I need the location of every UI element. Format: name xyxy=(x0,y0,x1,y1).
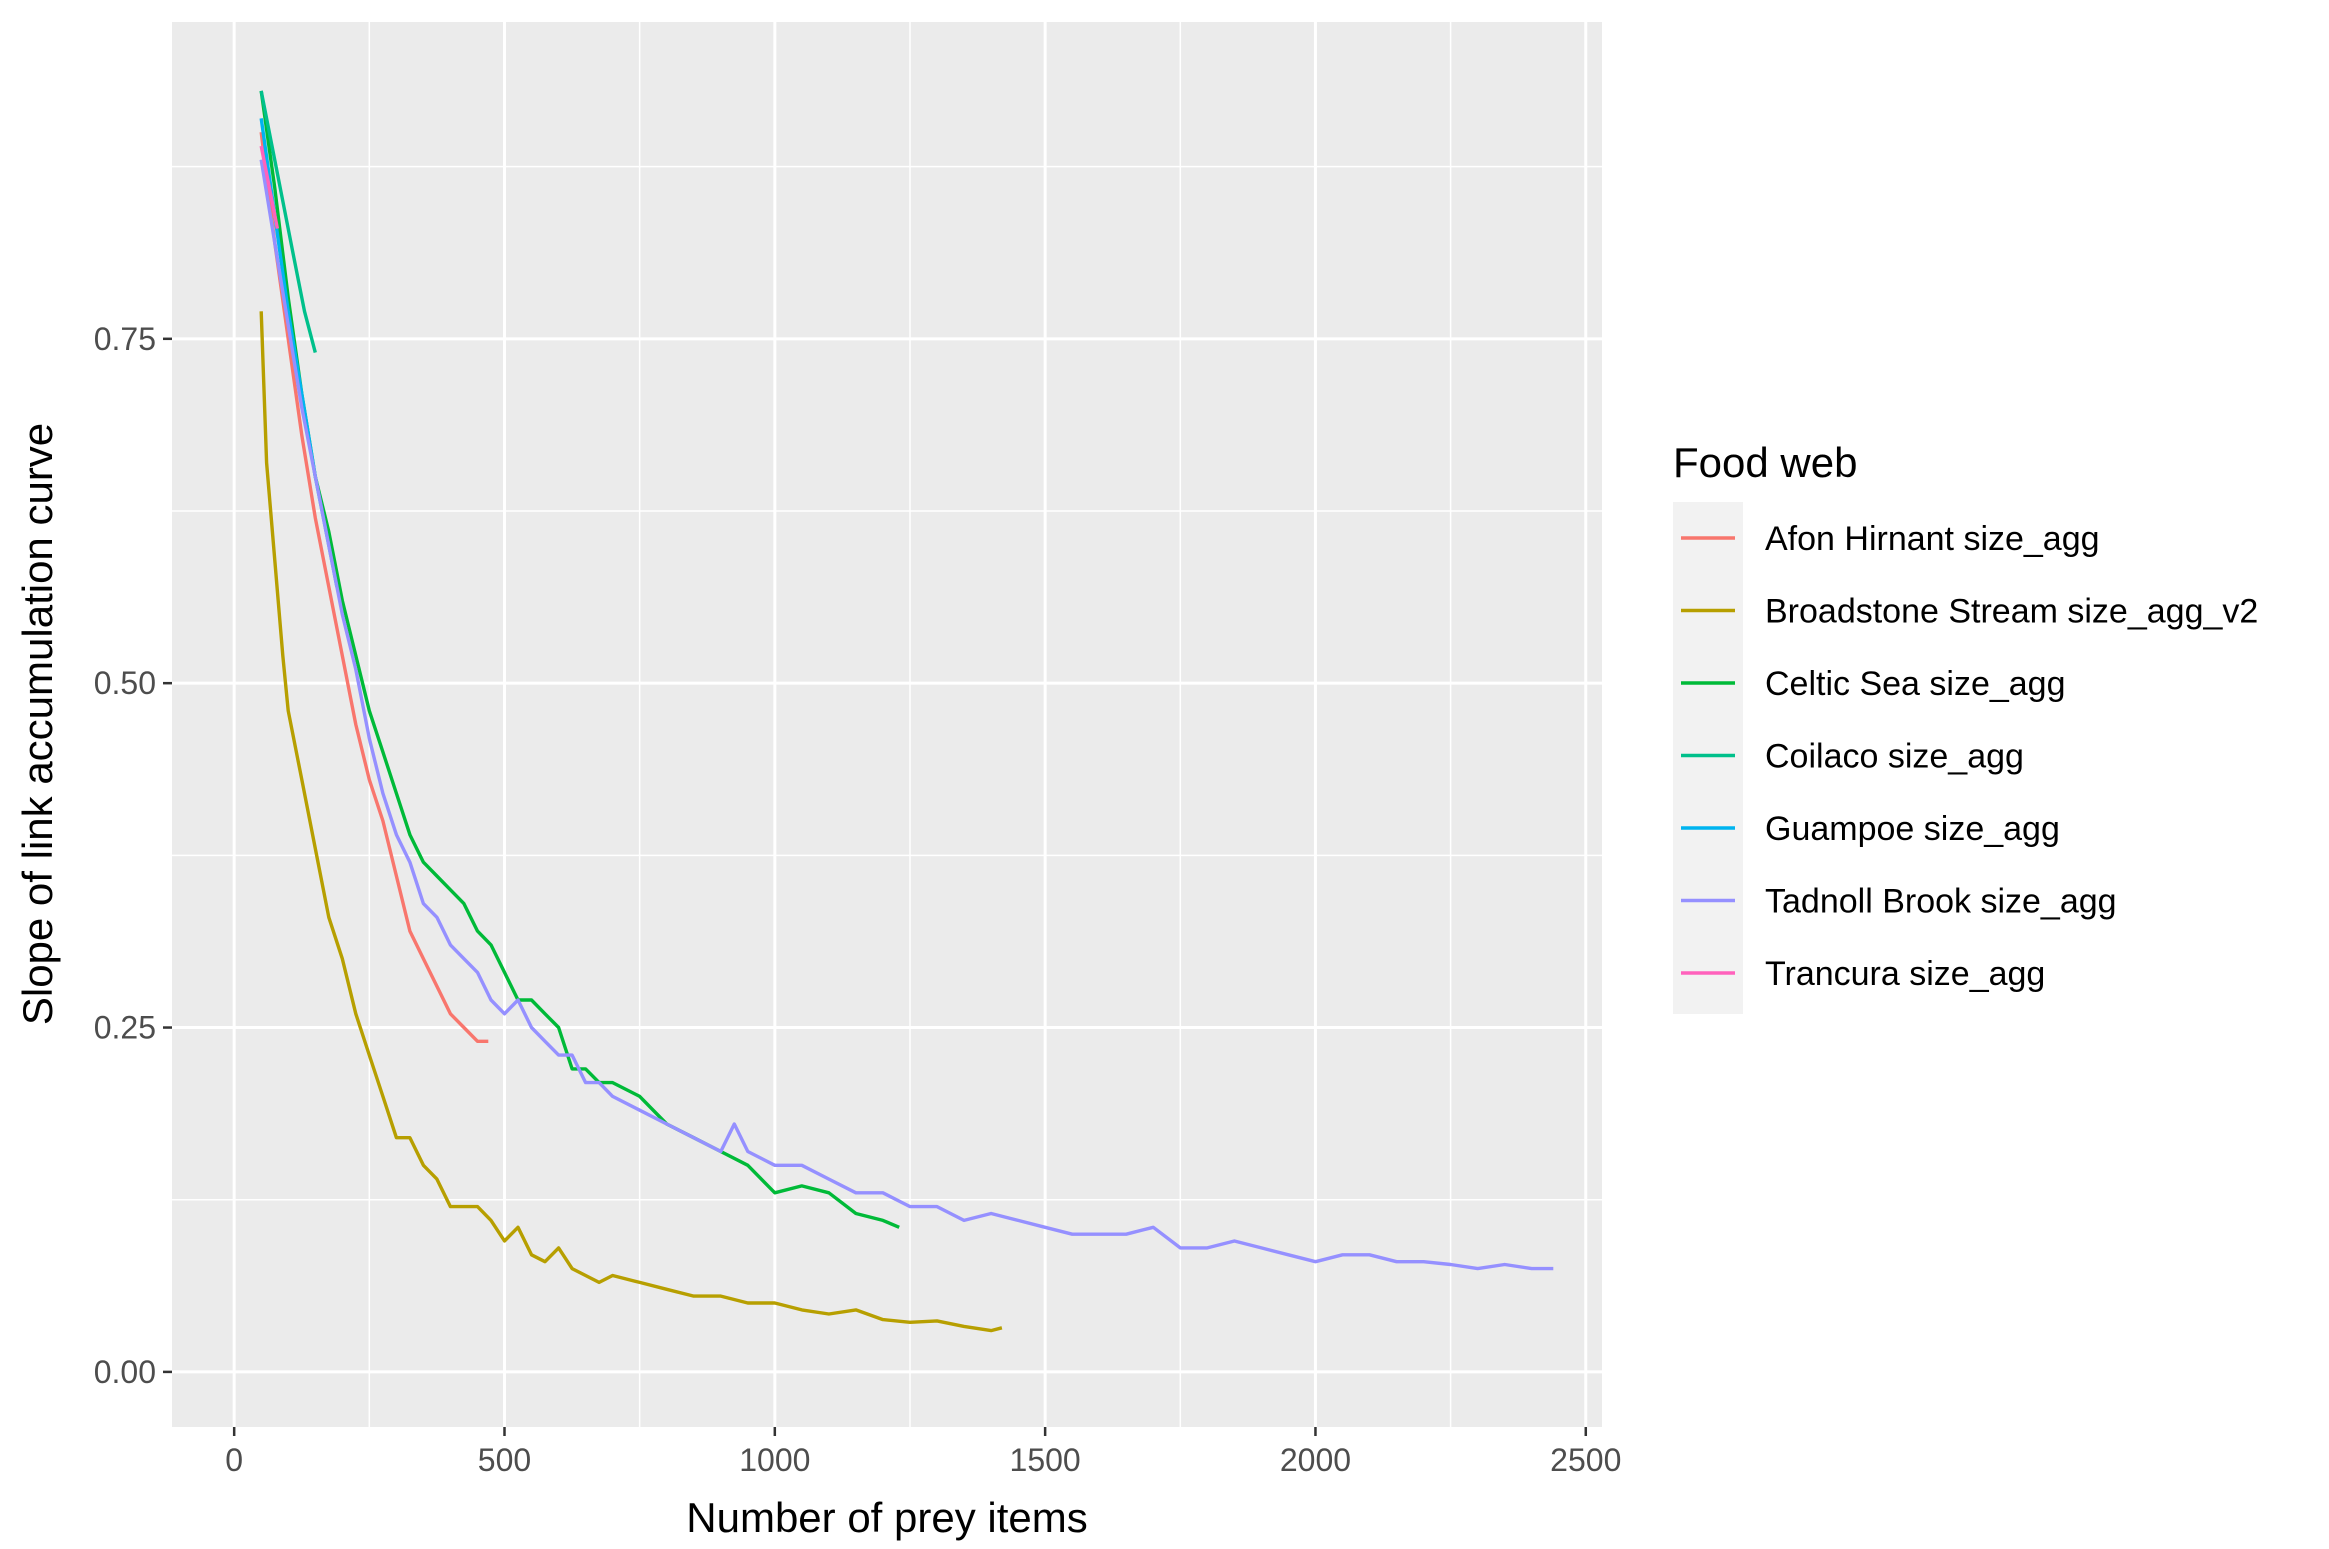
y-axis: 0.00 0.25 0.50 0.75 xyxy=(94,321,172,1390)
minor-gridlines xyxy=(172,22,1602,1427)
legend-label: Tadnoll Brook size_agg xyxy=(1765,883,2117,921)
series-lines xyxy=(259,90,1554,1333)
y-tick-label: 0.75 xyxy=(94,321,156,357)
y-axis-title: Slope of link accumulation curve xyxy=(14,423,61,1025)
legend-label: Coilaco size_agg xyxy=(1765,738,2024,776)
legend-item: Coilaco size_agg xyxy=(1681,738,2024,776)
legend-item: Tadnoll Brook size_agg xyxy=(1681,883,2117,921)
legend-keys-background xyxy=(1673,502,1743,1014)
x-tick-label: 1500 xyxy=(1010,1442,1081,1478)
x-axis-title: Number of prey items xyxy=(686,1494,1087,1541)
x-tick-label: 1000 xyxy=(739,1442,810,1478)
x-axis: 0 500 1000 1500 2000 2500 xyxy=(225,1427,1621,1478)
legend-label: Celtic Sea size_agg xyxy=(1765,665,2066,703)
legend-item: Afon Hirnant size_agg xyxy=(1681,520,2100,558)
legend-item: Broadstone Stream size_agg_v2 xyxy=(1681,593,2258,631)
legend-label: Guampoe size_agg xyxy=(1765,810,2060,848)
legend-item: Guampoe size_agg xyxy=(1681,810,2060,848)
legend-label: Trancura size_agg xyxy=(1765,955,2045,993)
x-tick-label: 2000 xyxy=(1280,1442,1351,1478)
series-line-4 xyxy=(259,90,317,354)
plot-panel xyxy=(172,22,1602,1427)
series-line-6 xyxy=(259,159,1554,1271)
x-tick-label: 2500 xyxy=(1550,1442,1621,1478)
y-tick-label: 0.50 xyxy=(94,665,156,701)
major-gridlines xyxy=(172,22,1602,1427)
series-line-1 xyxy=(259,131,489,1044)
legend-title: Food web xyxy=(1673,439,1857,486)
legend-item: Trancura size_agg xyxy=(1681,955,2045,993)
y-tick-label: 0.25 xyxy=(94,1010,156,1046)
legend-item: Celtic Sea size_agg xyxy=(1681,665,2066,703)
series-line-2 xyxy=(259,311,1003,1333)
x-tick-label: 500 xyxy=(478,1442,531,1478)
y-tick-label: 0.00 xyxy=(94,1354,156,1390)
x-tick-label: 0 xyxy=(225,1442,243,1478)
series-line-7 xyxy=(259,145,280,229)
series-line-3 xyxy=(259,90,900,1229)
legend-items: Afon Hirnant size_agg Broadstone Stream s… xyxy=(1681,520,2258,993)
legend: Food web Afon Hirnant size_agg Broadstone… xyxy=(1673,439,2258,1014)
legend-label: Broadstone Stream size_agg_v2 xyxy=(1765,593,2258,631)
legend-label: Afon Hirnant size_agg xyxy=(1765,520,2100,558)
